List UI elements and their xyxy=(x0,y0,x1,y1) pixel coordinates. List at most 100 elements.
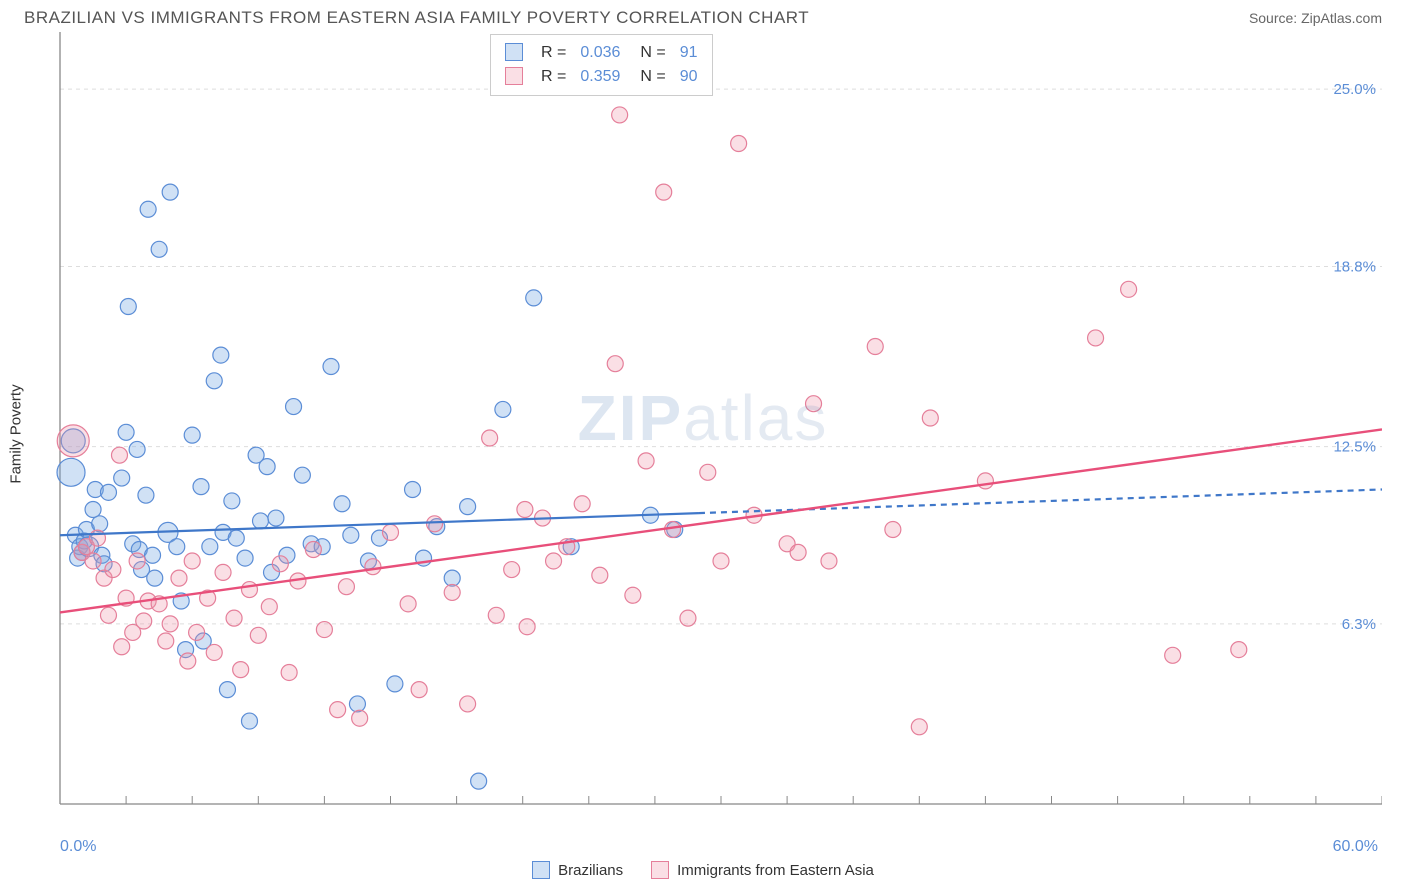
data-point xyxy=(526,290,542,306)
data-point xyxy=(352,710,368,726)
data-point xyxy=(680,610,696,626)
data-point xyxy=(519,619,535,635)
data-point xyxy=(180,653,196,669)
source-attribution: Source: ZipAtlas.com xyxy=(1249,10,1382,26)
data-point xyxy=(162,616,178,632)
data-point xyxy=(140,201,156,217)
data-point xyxy=(114,639,130,655)
data-point xyxy=(100,607,116,623)
y-tick-label: 6.3% xyxy=(1342,616,1376,633)
chart-area: Family Poverty ZIPatlas 6.3%12.5%18.8%25… xyxy=(24,32,1382,836)
x-min-label: 0.0% xyxy=(60,838,96,856)
data-point xyxy=(111,447,127,463)
data-point xyxy=(228,530,244,546)
data-point xyxy=(574,496,590,512)
legend-item: Brazilians xyxy=(532,862,623,880)
data-point xyxy=(713,553,729,569)
data-point xyxy=(495,401,511,417)
chart-header: BRAZILIAN VS IMMIGRANTS FROM EASTERN ASI… xyxy=(0,0,1406,32)
correlation-legend-row: R = 0.359 N = 90 xyxy=(505,65,698,89)
scatter-plot: 6.3% 12.5% 18.8% 25.0% xyxy=(24,32,1382,806)
data-point xyxy=(504,562,520,578)
data-point xyxy=(57,425,89,457)
data-point xyxy=(136,613,152,629)
legend-label: Brazilians xyxy=(558,862,623,879)
data-point xyxy=(138,487,154,503)
chart-title: BRAZILIAN VS IMMIGRANTS FROM EASTERN ASI… xyxy=(24,8,809,28)
data-point xyxy=(411,682,427,698)
data-point xyxy=(517,501,533,517)
data-point xyxy=(169,539,185,555)
data-point xyxy=(202,539,218,555)
data-point xyxy=(286,399,302,415)
data-point xyxy=(977,473,993,489)
data-point xyxy=(305,542,321,558)
data-point xyxy=(100,484,116,500)
data-point xyxy=(471,773,487,789)
data-point xyxy=(316,622,332,638)
data-point xyxy=(129,441,145,457)
data-point xyxy=(158,633,174,649)
data-point xyxy=(215,564,231,580)
legend-r-label: R = xyxy=(541,41,566,65)
data-point xyxy=(118,424,134,440)
data-point xyxy=(460,696,476,712)
data-point xyxy=(656,184,672,200)
data-point xyxy=(444,584,460,600)
data-point xyxy=(105,562,121,578)
legend-r-label: R = xyxy=(541,65,566,89)
data-point xyxy=(241,713,257,729)
data-point xyxy=(184,427,200,443)
data-point xyxy=(259,459,275,475)
data-point xyxy=(1088,330,1104,346)
y-tick-label: 12.5% xyxy=(1333,439,1376,456)
legend-item: Immigrants from Eastern Asia xyxy=(651,862,874,880)
data-point xyxy=(885,522,901,538)
data-point xyxy=(206,373,222,389)
data-point xyxy=(189,624,205,640)
legend-n-value: 90 xyxy=(680,65,698,89)
y-tick-label: 18.8% xyxy=(1333,258,1376,275)
data-point xyxy=(261,599,277,615)
correlation-legend-row: R = 0.036 N = 91 xyxy=(505,41,698,65)
data-point xyxy=(405,481,421,497)
legend-swatch xyxy=(651,861,669,879)
data-point xyxy=(444,570,460,586)
data-point xyxy=(92,516,108,532)
data-point xyxy=(790,544,806,560)
data-point xyxy=(114,470,130,486)
data-point xyxy=(867,339,883,355)
data-point xyxy=(334,496,350,512)
data-point xyxy=(120,298,136,314)
legend-r-value: 0.359 xyxy=(580,65,620,89)
legend-n-label: N = xyxy=(640,41,665,65)
legend-n-value: 91 xyxy=(680,41,698,65)
legend-swatch xyxy=(532,861,550,879)
data-point xyxy=(700,464,716,480)
data-point xyxy=(162,184,178,200)
data-point xyxy=(338,579,354,595)
data-point xyxy=(233,662,249,678)
data-point xyxy=(89,530,105,546)
data-point xyxy=(1231,642,1247,658)
data-point xyxy=(482,430,498,446)
data-point xyxy=(911,719,927,735)
data-point xyxy=(607,356,623,372)
data-point xyxy=(171,570,187,586)
data-point xyxy=(400,596,416,612)
data-point xyxy=(323,359,339,375)
data-point xyxy=(1165,647,1181,663)
data-point xyxy=(349,696,365,712)
data-point xyxy=(281,664,297,680)
data-point xyxy=(145,547,161,563)
data-point xyxy=(1121,281,1137,297)
x-max-label: 60.0% xyxy=(1333,838,1378,856)
legend-label: Immigrants from Eastern Asia xyxy=(677,862,874,879)
data-point xyxy=(184,553,200,569)
data-point xyxy=(226,610,242,626)
y-tick-label: 25.0% xyxy=(1333,81,1376,98)
data-point xyxy=(151,241,167,257)
data-point xyxy=(268,510,284,526)
data-point xyxy=(253,513,269,529)
data-point xyxy=(224,493,240,509)
